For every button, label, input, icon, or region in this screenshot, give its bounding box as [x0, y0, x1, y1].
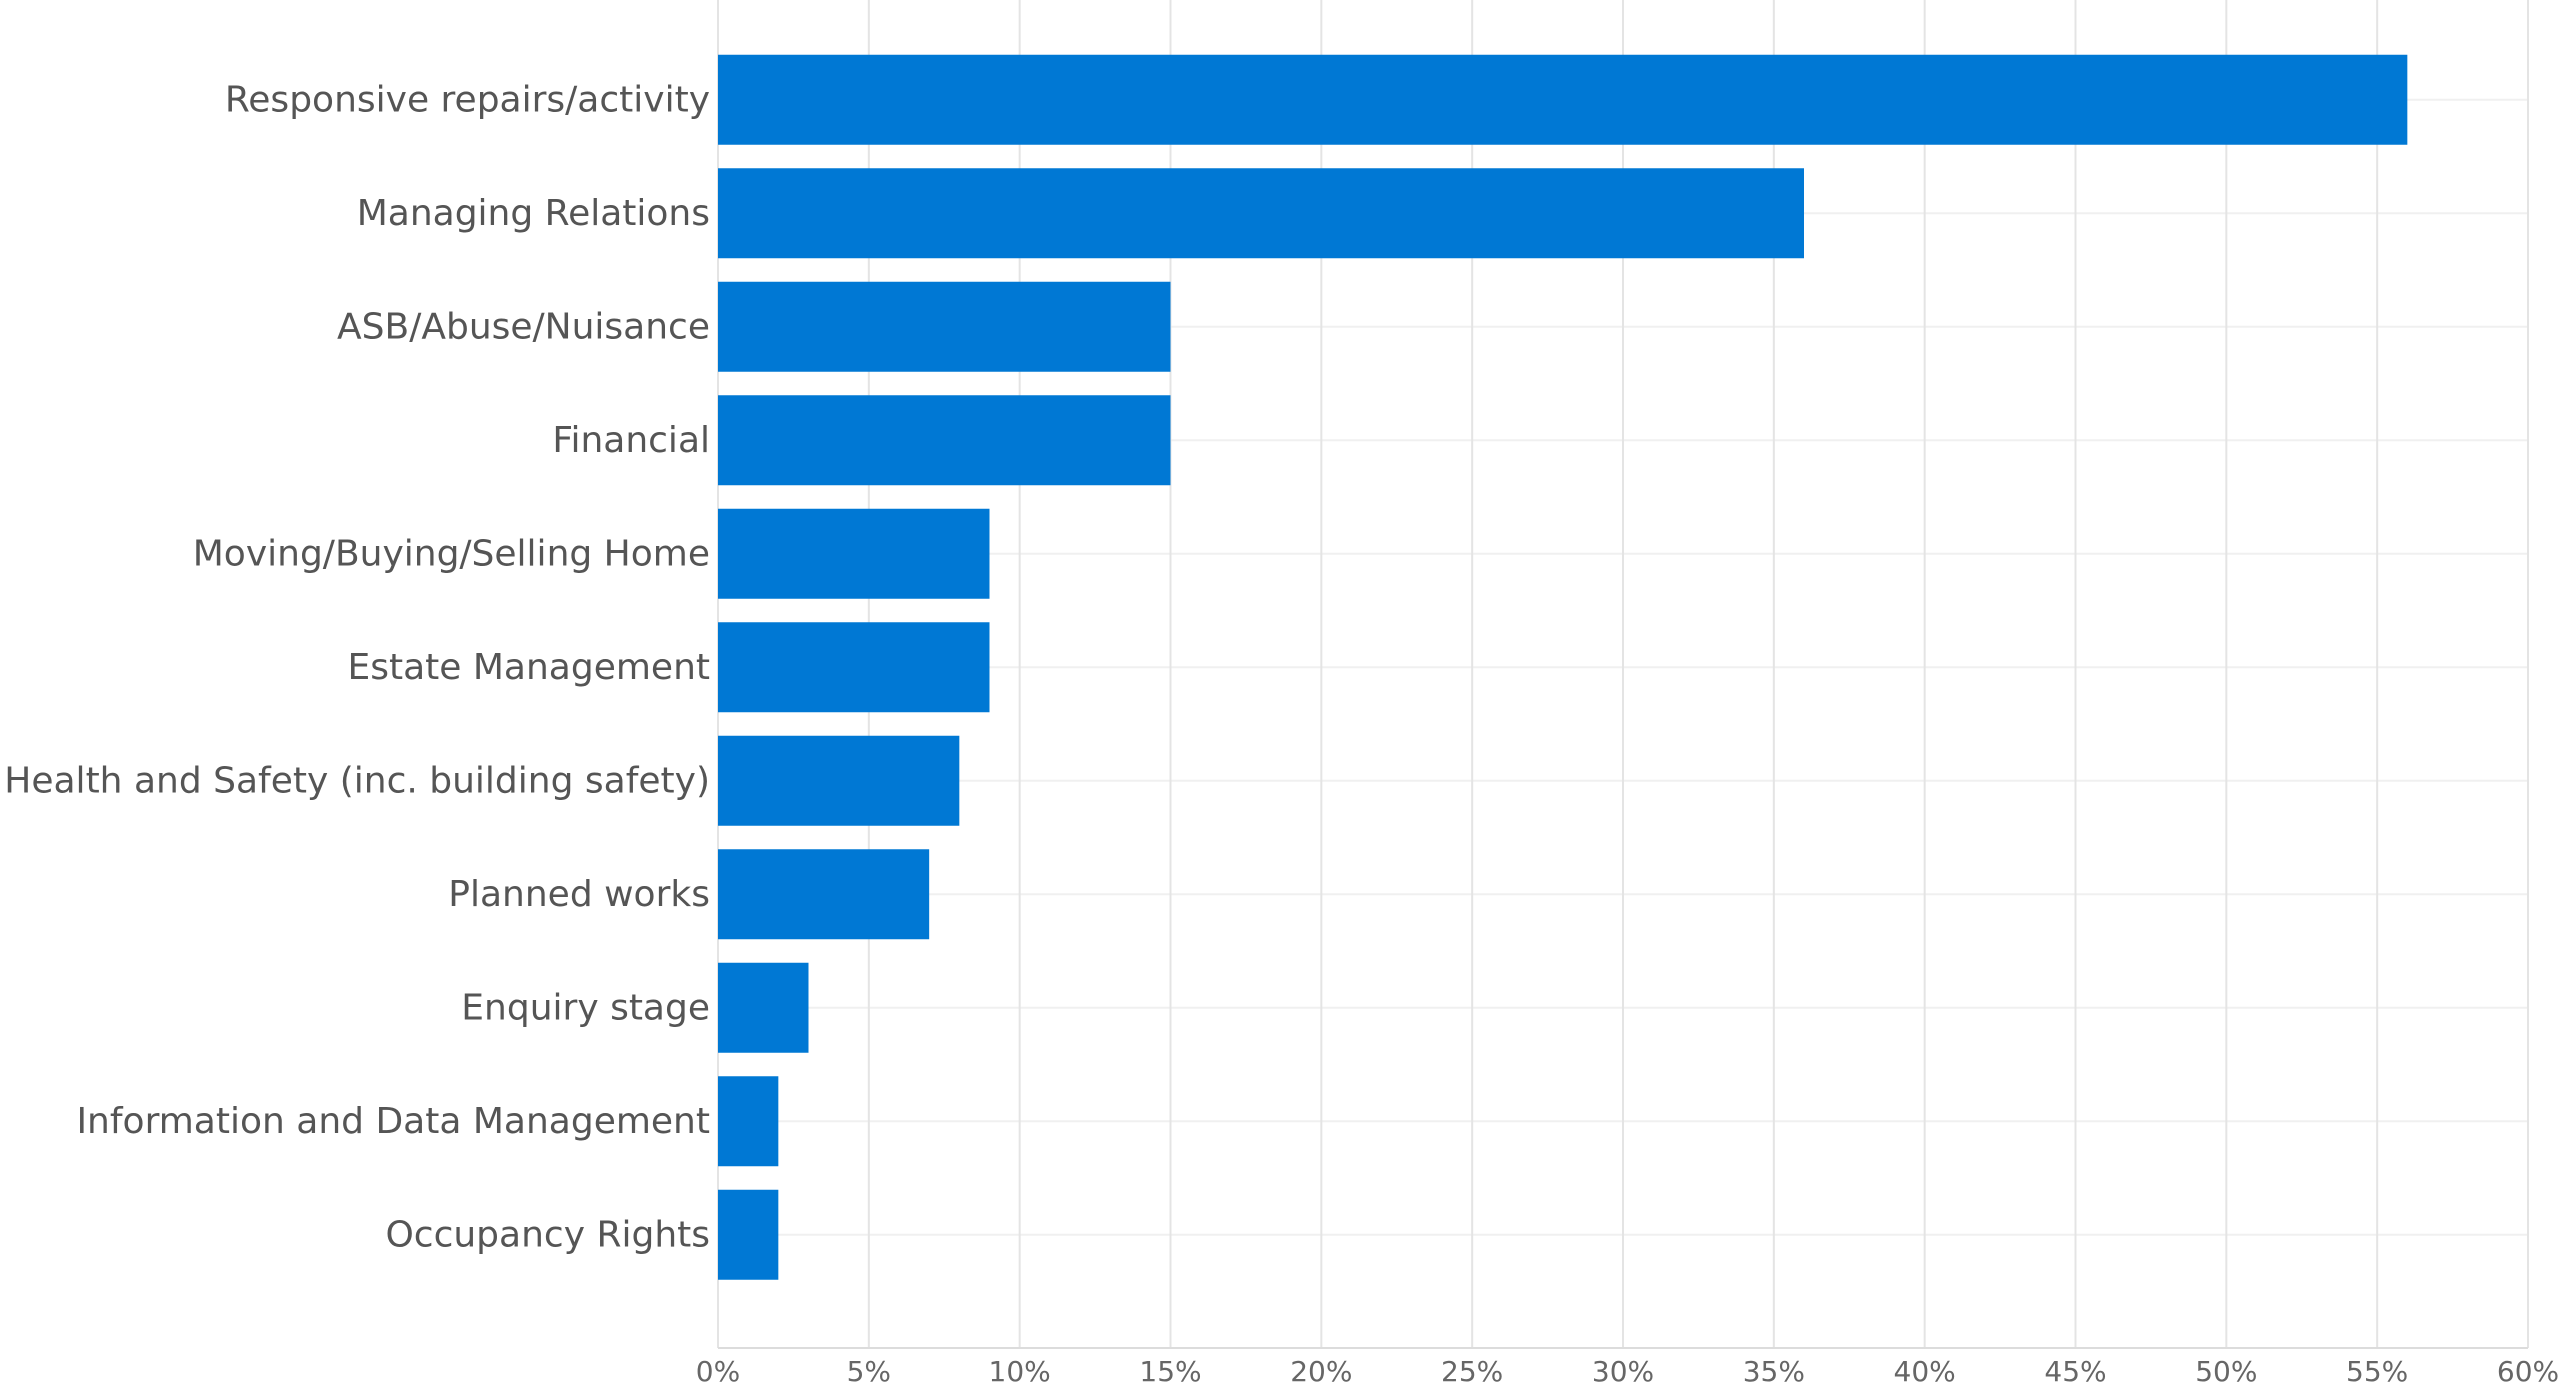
x-tick-label: 15%	[1139, 1355, 1201, 1388]
x-tick-label: 40%	[1894, 1355, 1956, 1388]
bar	[718, 168, 1804, 259]
bars-group	[718, 54, 2408, 1280]
category-label: Health and Safety (inc. building safety)	[4, 760, 710, 801]
bar	[718, 1189, 779, 1280]
bar	[718, 849, 930, 940]
x-tick-label: 5%	[847, 1355, 891, 1388]
bar	[718, 962, 809, 1053]
bar	[718, 54, 2408, 145]
category-label: Enquiry stage	[461, 987, 710, 1028]
bar	[718, 735, 960, 826]
category-label: Planned works	[448, 874, 710, 915]
x-tick-label: 50%	[2195, 1355, 2257, 1388]
x-tick-label: 45%	[2044, 1355, 2106, 1388]
category-label: ASB/Abuse/Nuisance	[337, 306, 710, 347]
x-tick-label: 60%	[2497, 1355, 2559, 1388]
category-label: Moving/Buying/Selling Home	[193, 533, 710, 574]
category-label: Managing Relations	[357, 193, 710, 234]
category-label: Financial	[552, 420, 710, 461]
bar	[718, 622, 990, 713]
x-tick-label: 25%	[1441, 1355, 1503, 1388]
category-label: Occupancy Rights	[385, 1214, 710, 1255]
bar	[718, 395, 1171, 486]
x-tick-label: 55%	[2346, 1355, 2408, 1388]
category-label: Responsive repairs/activity	[225, 79, 710, 120]
x-tick-label: 20%	[1290, 1355, 1352, 1388]
bar	[718, 508, 990, 599]
x-tick-labels: 0% 5% 10% 15% 20% 25% 30% 35% 40% 45% 50% 55% 60%	[696, 1355, 2559, 1388]
bar	[718, 281, 1171, 372]
category-label: Estate Management	[347, 647, 710, 688]
category-label: Information and Data Management	[76, 1101, 710, 1142]
bar	[718, 1076, 779, 1167]
category-labels: Responsive repairs/activity Managing Rela…	[4, 79, 710, 1255]
x-tick-label: 35%	[1743, 1355, 1805, 1388]
x-tick-label: 30%	[1592, 1355, 1654, 1388]
x-tick-label: 0%	[696, 1355, 740, 1388]
x-tick-label: 10%	[989, 1355, 1051, 1388]
